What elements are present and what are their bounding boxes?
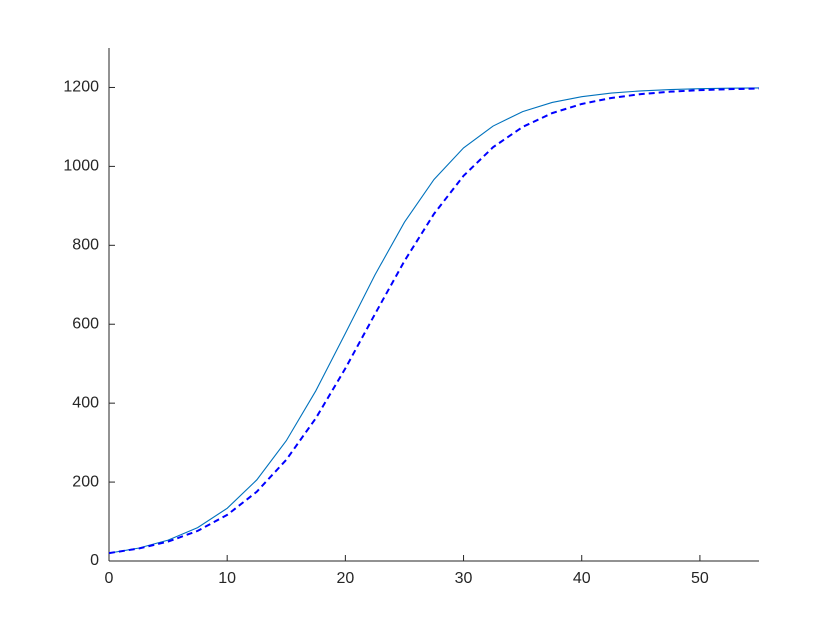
x-tick-label: 10 [218,570,236,587]
x-tick-label: 50 [691,570,709,587]
series-line [108,87,760,555]
x-tick-label: 0 [105,570,114,587]
y-tick-label: 600 [72,315,99,332]
y-tick-label: 200 [72,473,99,490]
y-tick-label: 1200 [63,79,99,96]
x-tick-label: 40 [573,570,591,587]
y-tick-label: 800 [72,237,99,254]
y-tick-label: 400 [72,394,99,411]
x-tick-label: 20 [336,570,354,587]
series-line [108,87,760,554]
y-tick-label: 1000 [63,158,99,175]
y-tick-label: 0 [90,552,99,569]
x-tick-label: 30 [455,570,473,587]
